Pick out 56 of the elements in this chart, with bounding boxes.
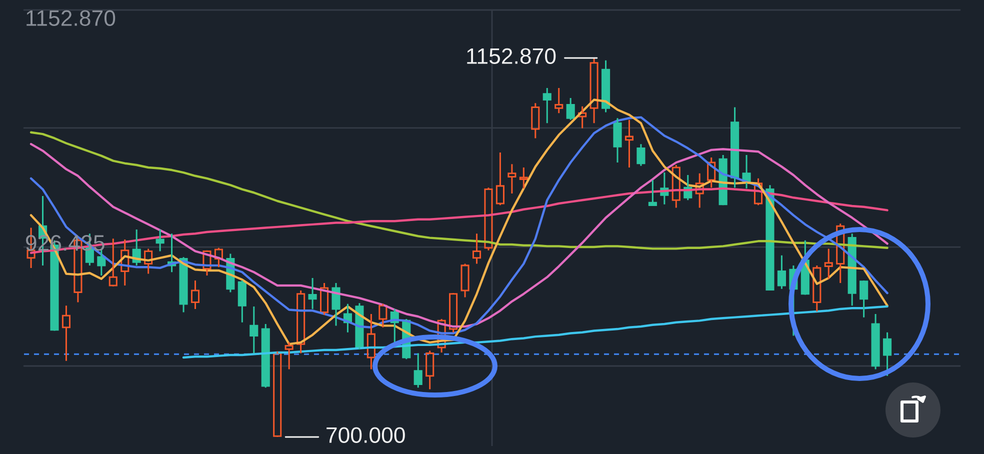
candlestick xyxy=(812,264,822,312)
candlestick xyxy=(156,228,164,252)
candlestick xyxy=(542,87,552,124)
candlestick xyxy=(836,222,845,284)
candlestick xyxy=(179,256,188,314)
candlestick xyxy=(496,152,504,206)
candlestick xyxy=(378,303,388,328)
annotation: 700.000 xyxy=(326,427,405,443)
candlestick xyxy=(250,306,258,354)
candlestick xyxy=(531,102,540,139)
candlestick xyxy=(554,87,564,114)
annotation: 1152.870 xyxy=(467,48,556,64)
candlestick xyxy=(613,117,622,164)
candlestick xyxy=(284,342,294,370)
candlestick xyxy=(777,254,786,290)
candlestick xyxy=(601,60,610,114)
candlestick xyxy=(62,304,71,362)
candlestick xyxy=(672,164,680,208)
candlestick xyxy=(519,166,528,190)
text: 1152.870 xyxy=(26,10,116,26)
candlestick xyxy=(320,282,329,316)
candlestick xyxy=(366,313,376,370)
candlestick xyxy=(754,178,763,206)
candlestick xyxy=(190,280,200,310)
candlestick xyxy=(636,143,646,167)
candlestick xyxy=(426,350,434,390)
candlestick xyxy=(730,106,740,188)
candlestick xyxy=(460,263,470,298)
candlestick xyxy=(484,186,493,252)
candlestick xyxy=(449,292,458,334)
candlestick xyxy=(472,232,482,265)
candlestick xyxy=(695,172,704,208)
candlestick xyxy=(707,156,716,188)
candlestick xyxy=(202,250,212,276)
candlestick xyxy=(120,238,130,286)
candlestick xyxy=(414,352,422,388)
candlestick xyxy=(624,119,634,168)
candlestick xyxy=(214,247,223,268)
candlestick xyxy=(261,323,270,388)
candlestick xyxy=(871,313,880,370)
candlestick xyxy=(590,57,598,124)
candlestick xyxy=(508,163,516,194)
candlestick xyxy=(332,282,340,326)
candlestick xyxy=(824,248,833,280)
candlestick xyxy=(566,97,575,121)
candlestick xyxy=(860,280,868,318)
candlestick xyxy=(437,318,446,354)
candlestick xyxy=(238,280,246,324)
candlestick xyxy=(144,248,153,275)
candlestick xyxy=(308,277,317,310)
candlestick xyxy=(273,350,282,438)
candlestick xyxy=(882,332,892,377)
candlestick xyxy=(296,290,306,354)
candlestick xyxy=(648,179,657,207)
candlestick xyxy=(108,238,118,288)
candlestick xyxy=(578,106,587,129)
